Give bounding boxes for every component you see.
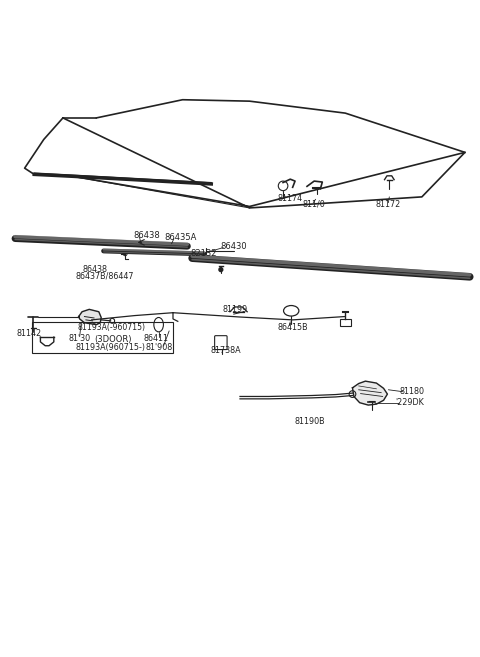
Text: 86438: 86438 <box>133 231 160 240</box>
Text: 81738A: 81738A <box>210 346 241 355</box>
Text: 81174: 81174 <box>278 194 303 203</box>
Text: 86438: 86438 <box>83 265 108 274</box>
Text: 86411: 86411 <box>144 334 169 342</box>
Text: 86437B/86447: 86437B/86447 <box>76 271 134 281</box>
Text: 82132: 82132 <box>191 249 217 258</box>
Text: 86430: 86430 <box>220 242 247 251</box>
Text: 86435A: 86435A <box>164 233 196 242</box>
Text: 81193A(960715-): 81193A(960715-) <box>76 343 146 351</box>
Text: 81199: 81199 <box>223 305 248 314</box>
Text: (3DOOR): (3DOOR) <box>95 334 132 344</box>
Text: 81190B: 81190B <box>294 417 324 426</box>
Circle shape <box>219 267 223 271</box>
Polygon shape <box>352 381 387 405</box>
Text: 81180: 81180 <box>400 387 425 396</box>
Polygon shape <box>79 309 101 325</box>
Text: 81193A(-960715): 81193A(-960715) <box>78 323 146 332</box>
Text: 81'30: 81'30 <box>69 334 91 342</box>
Text: 811/0: 811/0 <box>303 200 325 208</box>
Text: 81'908: 81'908 <box>145 343 172 352</box>
Text: 81172: 81172 <box>376 200 401 208</box>
Text: 81142: 81142 <box>17 328 42 338</box>
Text: 86415B: 86415B <box>277 323 308 332</box>
Text: '229DK: '229DK <box>396 398 424 407</box>
